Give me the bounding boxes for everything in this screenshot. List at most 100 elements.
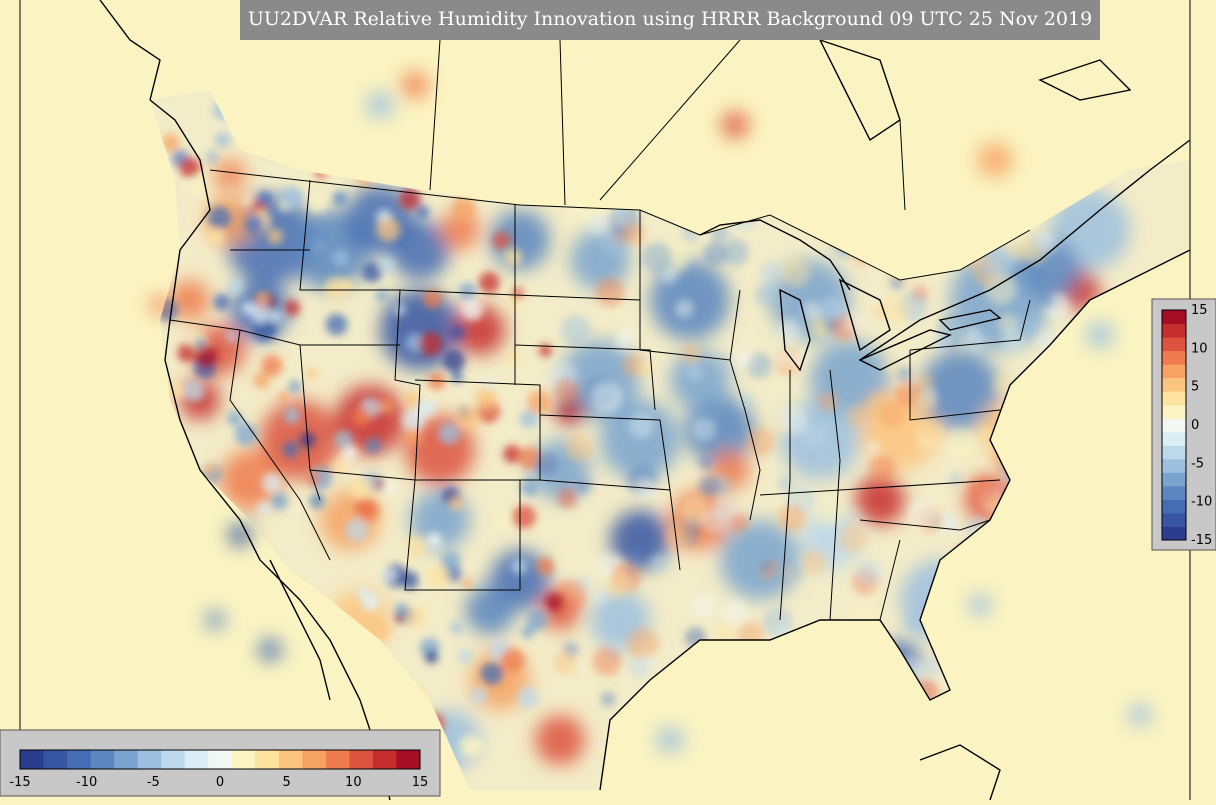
great-lakes-border bbox=[699, 214, 1031, 281]
innovation-speck bbox=[564, 433, 594, 463]
innovation-speck bbox=[384, 481, 397, 494]
innovation-blob bbox=[170, 280, 210, 320]
innovation-speck bbox=[650, 553, 669, 573]
colorbar-tick-label: 0 bbox=[1191, 418, 1199, 433]
innovation-speck bbox=[308, 193, 328, 213]
border-canada-provinces-2 bbox=[559, 39, 566, 206]
innovation-speck bbox=[288, 380, 302, 394]
colorbar-swatch bbox=[1162, 458, 1186, 473]
innovation-blob-outer bbox=[366, 91, 394, 119]
innovation-speck bbox=[438, 422, 460, 445]
innovation-speck bbox=[1026, 245, 1046, 265]
innovation-speck bbox=[778, 504, 806, 532]
innovation-speck bbox=[342, 445, 358, 461]
innovation-speck bbox=[505, 349, 521, 365]
innovation-speck bbox=[250, 303, 271, 324]
innovation-speck bbox=[261, 472, 283, 493]
innovation-speck bbox=[403, 428, 422, 447]
innovation-speck bbox=[474, 387, 497, 410]
innovation-speck bbox=[214, 132, 231, 148]
innovation-speck bbox=[914, 419, 944, 449]
colorbar-swatch bbox=[1162, 364, 1186, 379]
colorbar-tick-label: 5 bbox=[283, 775, 291, 790]
colorbar-swatch bbox=[184, 750, 209, 769]
colorbar-vertical bbox=[1161, 309, 1187, 541]
colorbar-swatch bbox=[396, 750, 421, 769]
innovation-speck bbox=[520, 478, 539, 497]
innovation-speck bbox=[376, 217, 401, 242]
colorbar-tick-label: -15 bbox=[1191, 533, 1212, 548]
innovation-speck bbox=[350, 476, 374, 500]
innovation-speck bbox=[511, 558, 528, 575]
innovation-speck bbox=[536, 557, 555, 576]
border-canada-provinces-3 bbox=[599, 39, 741, 201]
innovation-speck bbox=[878, 402, 906, 429]
border-canada-provinces-1 bbox=[429, 39, 441, 191]
innovation-speck bbox=[916, 390, 937, 412]
innovation-speck bbox=[819, 530, 834, 545]
innovation-speck bbox=[405, 536, 427, 558]
innovation-speck bbox=[628, 413, 655, 439]
colorbar-horizontal-group: -15 -10 -5 0 5 10 15 bbox=[0, 729, 441, 797]
innovation-speck bbox=[462, 578, 473, 589]
border-new-mexico bbox=[404, 479, 521, 591]
border-minnesota-iowa bbox=[639, 289, 741, 361]
innovation-speck bbox=[780, 257, 811, 288]
innovation-speck bbox=[880, 294, 910, 324]
innovation-speck bbox=[846, 405, 868, 427]
innovation-speck bbox=[442, 349, 466, 373]
lake-ontario bbox=[938, 309, 1002, 331]
innovation-speck bbox=[545, 592, 565, 612]
innovation-speck bbox=[415, 205, 430, 219]
innovation-speck bbox=[440, 551, 461, 571]
innovation-speck bbox=[245, 214, 264, 234]
innovation-speck bbox=[261, 354, 283, 377]
innovation-speck bbox=[557, 553, 573, 569]
innovation-blob bbox=[390, 220, 450, 280]
lake-superior bbox=[699, 219, 851, 291]
innovation-speck bbox=[345, 518, 369, 542]
innovation-speck bbox=[400, 571, 419, 590]
innovation-speck bbox=[896, 366, 912, 382]
innovation-speck bbox=[868, 454, 896, 483]
innovation-speck bbox=[714, 623, 734, 643]
innovation-speck bbox=[721, 238, 749, 267]
innovation-speck bbox=[478, 271, 500, 294]
innovation-field-ocean bbox=[150, 71, 1152, 754]
bc-coastline bbox=[99, 0, 161, 101]
innovation-blob-outer bbox=[1086, 321, 1114, 349]
innovation-blob-outer bbox=[150, 295, 170, 315]
innovation-speck bbox=[759, 260, 783, 284]
innovation-speck bbox=[456, 406, 481, 431]
innovation-speck bbox=[480, 662, 504, 685]
colorbar-swatch bbox=[1162, 404, 1186, 419]
colorbar-swatch bbox=[67, 750, 92, 769]
innovation-blob bbox=[555, 395, 585, 425]
baja-coastline bbox=[269, 559, 331, 701]
colorbar-tick-label: -15 bbox=[9, 775, 30, 790]
innovation-speck bbox=[339, 278, 355, 293]
innovation-speck bbox=[351, 407, 372, 427]
innovation-speck bbox=[591, 381, 623, 414]
colorbar-swatch bbox=[1162, 499, 1186, 514]
innovation-speck bbox=[618, 324, 636, 342]
innovation-blob bbox=[465, 585, 515, 635]
colorbar-swatch bbox=[278, 750, 303, 769]
innovation-speck bbox=[777, 318, 802, 343]
innovation-speck bbox=[966, 333, 986, 354]
innovation-speck bbox=[161, 133, 180, 152]
innovation-speck bbox=[604, 573, 630, 598]
border-california-nevada bbox=[229, 329, 331, 561]
border-colorado bbox=[414, 379, 541, 481]
innovation-speck bbox=[270, 310, 283, 323]
innovation-speck bbox=[426, 565, 450, 589]
colorbar-swatch bbox=[1162, 512, 1186, 527]
innovation-speck bbox=[267, 228, 283, 244]
innovation-blob bbox=[685, 395, 755, 465]
innovation-speck bbox=[227, 279, 244, 296]
border-kansas bbox=[539, 414, 671, 491]
innovation-speck bbox=[813, 324, 827, 339]
innovation-speck bbox=[426, 532, 443, 549]
innovation-blob-outer bbox=[258, 638, 282, 662]
